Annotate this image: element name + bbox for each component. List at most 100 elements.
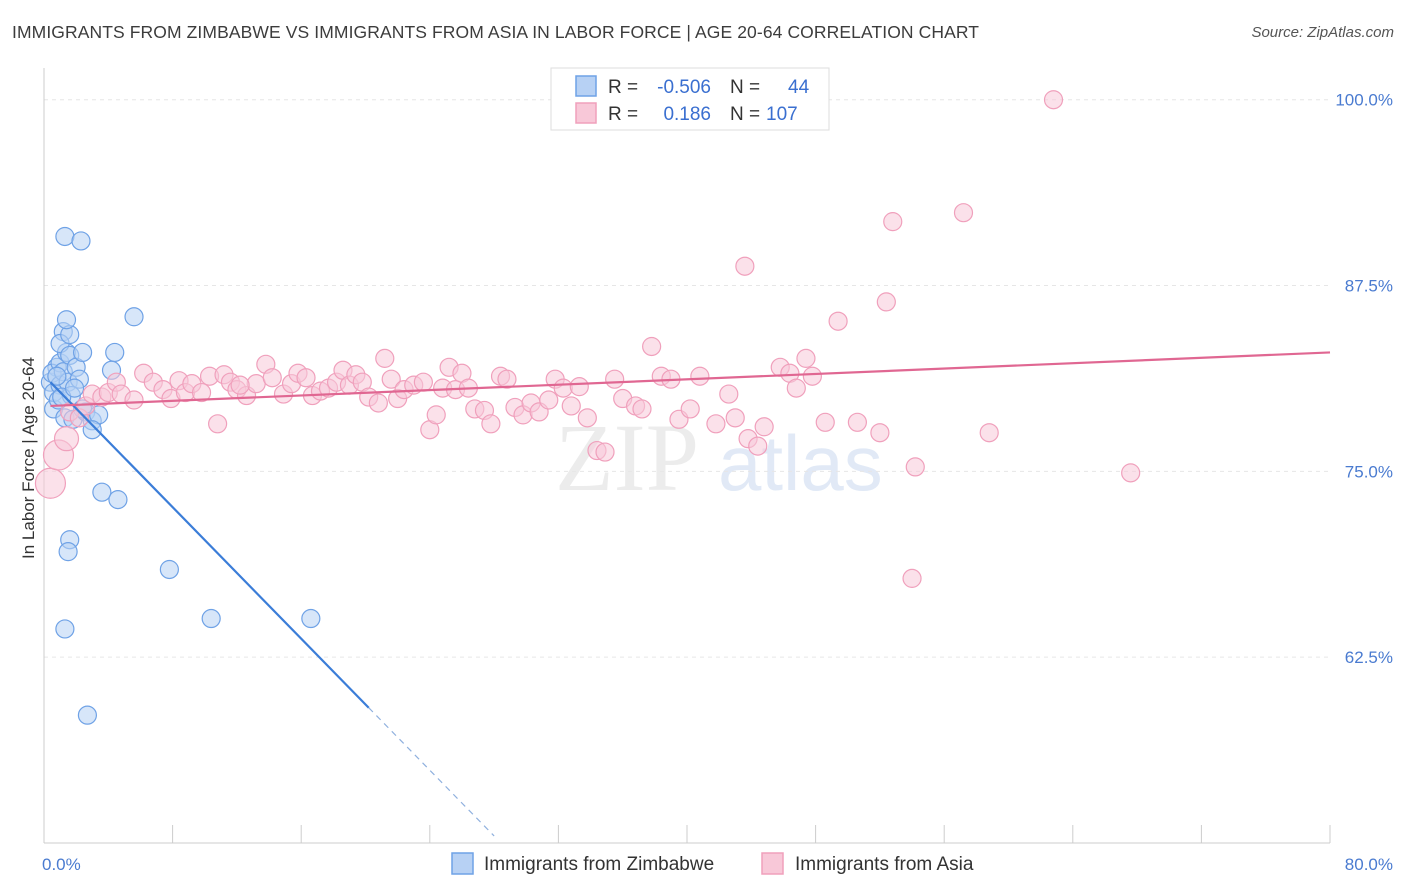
point-zimbabwe-36	[159, 559, 179, 580]
point-zimbabwe-30	[105, 342, 125, 363]
point-zimbabwe-25	[72, 342, 93, 363]
point-asia-92	[796, 348, 816, 368]
point-asia-0	[34, 467, 67, 499]
series-points	[34, 90, 1141, 725]
point-asia-69	[569, 377, 589, 397]
point-asia-85	[725, 408, 745, 428]
point-asia-95	[847, 412, 867, 432]
point-zimbabwe-33	[108, 490, 128, 510]
point-asia-84	[719, 384, 739, 404]
point-asia-58	[481, 414, 501, 434]
point-asia-32	[296, 368, 316, 388]
x-max-label: 80.0%	[1345, 855, 1393, 874]
point-asia-11	[124, 390, 144, 410]
point-asia-76	[632, 399, 652, 419]
x-min-label: 0.0%	[42, 855, 81, 874]
trend-lines	[49, 351, 1331, 837]
point-asia-108	[230, 375, 250, 395]
point-asia-2	[53, 426, 80, 452]
point-asia-73	[605, 369, 625, 389]
point-asia-83	[706, 414, 726, 434]
point-asia-19	[191, 382, 212, 403]
trend-line-zimbabwe	[49, 381, 370, 709]
trend-line-asia	[50, 351, 1331, 408]
point-asia-65	[539, 390, 559, 410]
legend-n-label-zimbabwe: N =	[730, 77, 760, 98]
point-asia-97	[870, 423, 890, 443]
point-zimbabwe-39	[55, 619, 75, 639]
point-asia-105	[1121, 463, 1141, 483]
bottom-legend-swatch-zimbabwe	[451, 852, 474, 875]
y-tick-label-3: 62.5%	[1345, 648, 1393, 667]
point-asia-99	[876, 292, 896, 312]
point-asia-26	[246, 374, 266, 394]
point-asia-82	[690, 366, 710, 386]
point-asia-70	[577, 408, 597, 428]
point-asia-48	[413, 372, 433, 392]
point-asia-42	[368, 393, 388, 413]
point-asia-104	[1043, 90, 1064, 110]
legend-r-value-asia: 0.186	[663, 104, 711, 125]
point-zimbabwe-26	[82, 420, 102, 440]
legend-n-label-asia: N =	[730, 104, 760, 125]
point-asia-68	[561, 396, 581, 416]
point-zimbabwe-20	[56, 310, 77, 330]
point-asia-87	[748, 436, 768, 456]
point-asia-43	[375, 348, 395, 368]
point-zimbabwe-40	[77, 705, 98, 725]
series-asia	[34, 90, 1141, 588]
point-zimbabwe-37	[201, 608, 221, 629]
point-asia-50	[426, 405, 446, 425]
top-legend: R = -0.506 N = 44 R = 0.186 N = 107	[550, 67, 830, 131]
point-asia-88	[754, 417, 774, 437]
point-zimbabwe-41	[47, 366, 67, 386]
point-asia-94	[815, 412, 835, 432]
point-zimbabwe-38	[301, 608, 321, 629]
point-asia-21	[208, 414, 228, 434]
bottom-legend-label-zimbabwe: Immigrants from Zimbabwe	[484, 854, 714, 875]
top-legend-box	[550, 67, 830, 131]
point-zimbabwe-32	[92, 482, 112, 502]
point-asia-44	[381, 369, 401, 389]
legend-n-value-zimbabwe: 44	[788, 77, 810, 98]
point-asia-91	[786, 378, 806, 398]
legend-r-label-zimbabwe: R =	[608, 77, 638, 98]
legend-n-value-asia: 107	[766, 104, 798, 125]
y-axis-title: In Labor Force | Age 20-64	[19, 357, 38, 559]
point-asia-106	[735, 256, 755, 276]
point-asia-60	[497, 369, 517, 389]
bottom-legend-swatch-asia	[761, 852, 784, 875]
y-tick-label-1: 87.5%	[1345, 277, 1393, 296]
point-asia-103	[979, 423, 999, 443]
y-tick-labels: 100.0% 87.5% 75.0% 62.5%	[1335, 91, 1393, 667]
trend-line-zimbabwe-extension	[368, 707, 495, 837]
point-asia-77	[642, 336, 662, 357]
legend-swatch-asia	[575, 102, 597, 124]
point-asia-98	[905, 457, 925, 477]
legend-r-value-zimbabwe: -0.506	[657, 77, 711, 98]
point-asia-96	[828, 311, 848, 331]
y-tick-label-0: 100.0%	[1335, 91, 1393, 110]
point-zimbabwe-27	[55, 226, 75, 247]
series-zimbabwe	[40, 226, 321, 725]
point-zimbabwe-28	[71, 231, 91, 251]
point-asia-100	[883, 212, 903, 232]
chart-title: IMMIGRANTS FROM ZIMBABWE VS IMMIGRANTS F…	[12, 22, 980, 42]
y-tick-label-2: 75.0%	[1345, 462, 1393, 481]
point-asia-67	[553, 378, 573, 398]
legend-swatch-zimbabwe	[575, 75, 597, 97]
point-zimbabwe-43	[64, 378, 85, 398]
point-zimbabwe-31	[124, 307, 144, 327]
source-label: Source: ZipAtlas.com	[1251, 24, 1394, 41]
point-asia-28	[262, 368, 282, 388]
legend-r-label-asia: R =	[608, 104, 638, 125]
x-tick-marks	[43, 825, 1331, 843]
bottom-legend-label-asia: Immigrants from Asia	[795, 854, 974, 875]
point-asia-81	[680, 399, 700, 419]
point-asia-101	[902, 568, 922, 588]
point-asia-72	[595, 442, 615, 462]
point-zimbabwe-35	[58, 542, 78, 562]
point-asia-93	[802, 366, 822, 386]
point-asia-102	[953, 203, 974, 223]
